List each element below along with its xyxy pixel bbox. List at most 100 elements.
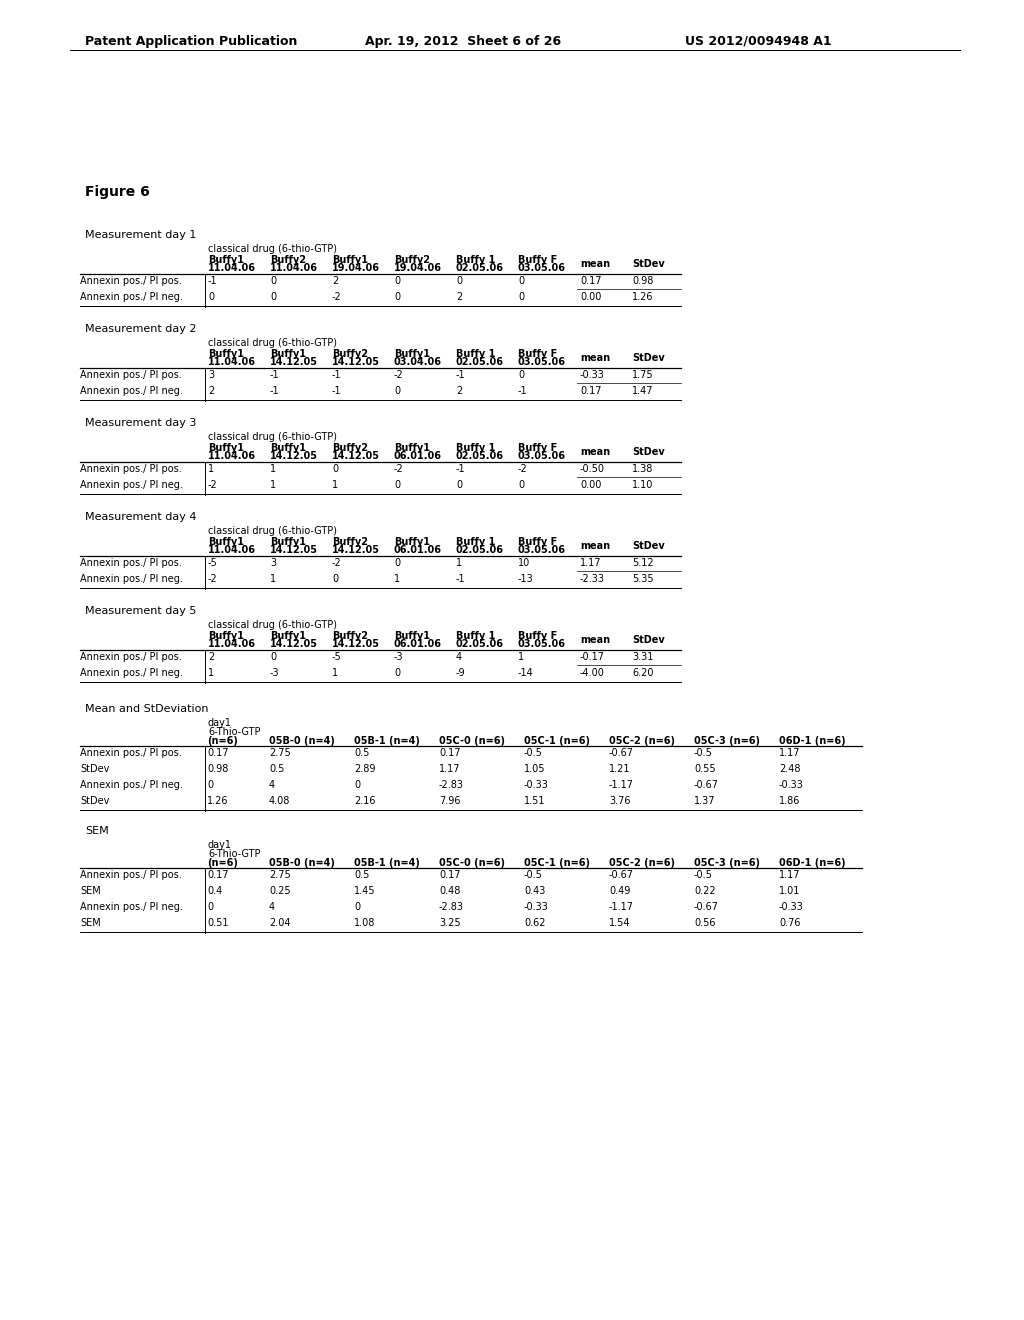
Text: 05B-1 (n=4): 05B-1 (n=4) (354, 858, 420, 869)
Text: Annexin pos./ PI pos.: Annexin pos./ PI pos. (80, 370, 181, 380)
Text: 0.5: 0.5 (269, 764, 285, 774)
Text: 0: 0 (518, 480, 524, 490)
Text: 0.51: 0.51 (207, 917, 228, 928)
Text: 1.17: 1.17 (580, 558, 601, 568)
Text: -2: -2 (518, 465, 527, 474)
Text: -0.5: -0.5 (524, 748, 543, 758)
Text: 4.08: 4.08 (269, 796, 291, 807)
Text: StDev: StDev (632, 259, 665, 269)
Text: 0: 0 (394, 292, 400, 302)
Text: 03.05.06: 03.05.06 (518, 263, 566, 273)
Text: 1: 1 (394, 574, 400, 583)
Text: 06D-1 (n=6): 06D-1 (n=6) (779, 737, 846, 746)
Text: Buffy F: Buffy F (518, 255, 557, 265)
Text: day1: day1 (208, 840, 232, 850)
Text: 0.22: 0.22 (694, 886, 716, 896)
Text: 1.54: 1.54 (609, 917, 631, 928)
Text: 14.12.05: 14.12.05 (270, 451, 318, 461)
Text: 0.17: 0.17 (439, 748, 461, 758)
Text: mean: mean (580, 259, 610, 269)
Text: StDev: StDev (632, 447, 665, 457)
Text: Buffy1: Buffy1 (394, 444, 430, 453)
Text: Annexin pos./ PI pos.: Annexin pos./ PI pos. (80, 558, 181, 568)
Text: 0.4: 0.4 (207, 886, 222, 896)
Text: Buffy2: Buffy2 (332, 537, 368, 546)
Text: 1.08: 1.08 (354, 917, 376, 928)
Text: 05C-3 (n=6): 05C-3 (n=6) (694, 737, 760, 746)
Text: 6-Thio-GTP: 6-Thio-GTP (208, 849, 260, 859)
Text: 06D-1 (n=6): 06D-1 (n=6) (779, 858, 846, 869)
Text: Buffy 1: Buffy 1 (456, 537, 496, 546)
Text: -0.33: -0.33 (779, 902, 804, 912)
Text: 11.04.06: 11.04.06 (270, 263, 318, 273)
Text: SEM: SEM (80, 886, 100, 896)
Text: 0.43: 0.43 (524, 886, 546, 896)
Text: Buffy2: Buffy2 (332, 348, 368, 359)
Text: 14.12.05: 14.12.05 (332, 545, 380, 554)
Text: Figure 6: Figure 6 (85, 185, 150, 199)
Text: StDev: StDev (632, 541, 665, 550)
Text: classical drug (6-thio-GTP): classical drug (6-thio-GTP) (208, 338, 337, 348)
Text: 03.05.06: 03.05.06 (518, 356, 566, 367)
Text: -1: -1 (208, 276, 218, 286)
Text: 14.12.05: 14.12.05 (332, 639, 380, 649)
Text: 2.16: 2.16 (354, 796, 376, 807)
Text: classical drug (6-thio-GTP): classical drug (6-thio-GTP) (208, 432, 337, 442)
Text: 05B-1 (n=4): 05B-1 (n=4) (354, 737, 420, 746)
Text: 1: 1 (208, 465, 214, 474)
Text: Buffy2: Buffy2 (332, 444, 368, 453)
Text: 2.89: 2.89 (354, 764, 376, 774)
Text: Buffy1: Buffy1 (394, 631, 430, 642)
Text: -1: -1 (332, 385, 342, 396)
Text: -1: -1 (518, 385, 527, 396)
Text: 1.37: 1.37 (694, 796, 716, 807)
Text: 1: 1 (208, 668, 214, 678)
Text: 1.05: 1.05 (524, 764, 546, 774)
Text: 05C-1 (n=6): 05C-1 (n=6) (524, 737, 590, 746)
Text: Annexin pos./ PI neg.: Annexin pos./ PI neg. (80, 385, 183, 396)
Text: 0.48: 0.48 (439, 886, 461, 896)
Text: 14.12.05: 14.12.05 (332, 356, 380, 367)
Text: 1: 1 (332, 480, 338, 490)
Text: -1: -1 (332, 370, 342, 380)
Text: 1.10: 1.10 (632, 480, 653, 490)
Text: Buffy 1: Buffy 1 (456, 348, 496, 359)
Text: -2: -2 (208, 574, 218, 583)
Text: Buffy1: Buffy1 (208, 348, 244, 359)
Text: 03.05.06: 03.05.06 (518, 639, 566, 649)
Text: Buffy1: Buffy1 (208, 537, 244, 546)
Text: -2.33: -2.33 (580, 574, 605, 583)
Text: 0.00: 0.00 (580, 480, 601, 490)
Text: Measurement day 4: Measurement day 4 (85, 512, 197, 521)
Text: -0.5: -0.5 (694, 748, 713, 758)
Text: 05C-0 (n=6): 05C-0 (n=6) (439, 858, 505, 869)
Text: 11.04.06: 11.04.06 (208, 263, 256, 273)
Text: 1.26: 1.26 (207, 796, 228, 807)
Text: Annexin pos./ PI pos.: Annexin pos./ PI pos. (80, 465, 181, 474)
Text: (n=6): (n=6) (207, 737, 238, 746)
Text: 0: 0 (456, 276, 462, 286)
Text: -5: -5 (332, 652, 342, 663)
Text: -0.17: -0.17 (580, 652, 605, 663)
Text: 05C-2 (n=6): 05C-2 (n=6) (609, 858, 675, 869)
Text: 05B-0 (n=4): 05B-0 (n=4) (269, 737, 335, 746)
Text: 2.75: 2.75 (269, 748, 291, 758)
Text: mean: mean (580, 352, 610, 363)
Text: 05C-1 (n=6): 05C-1 (n=6) (524, 858, 590, 869)
Text: 03.05.06: 03.05.06 (518, 545, 566, 554)
Text: 0: 0 (394, 276, 400, 286)
Text: 02.05.06: 02.05.06 (456, 451, 504, 461)
Text: Annexin pos./ PI neg.: Annexin pos./ PI neg. (80, 292, 183, 302)
Text: Buffy 1: Buffy 1 (456, 631, 496, 642)
Text: 03.05.06: 03.05.06 (518, 451, 566, 461)
Text: 0: 0 (394, 480, 400, 490)
Text: 0.17: 0.17 (580, 276, 601, 286)
Text: 2.04: 2.04 (269, 917, 291, 928)
Text: 2: 2 (456, 385, 462, 396)
Text: SEM: SEM (85, 826, 109, 836)
Text: 0.98: 0.98 (632, 276, 653, 286)
Text: Buffy 1: Buffy 1 (456, 444, 496, 453)
Text: 1.45: 1.45 (354, 886, 376, 896)
Text: Buffy1: Buffy1 (270, 537, 306, 546)
Text: 14.12.05: 14.12.05 (270, 639, 318, 649)
